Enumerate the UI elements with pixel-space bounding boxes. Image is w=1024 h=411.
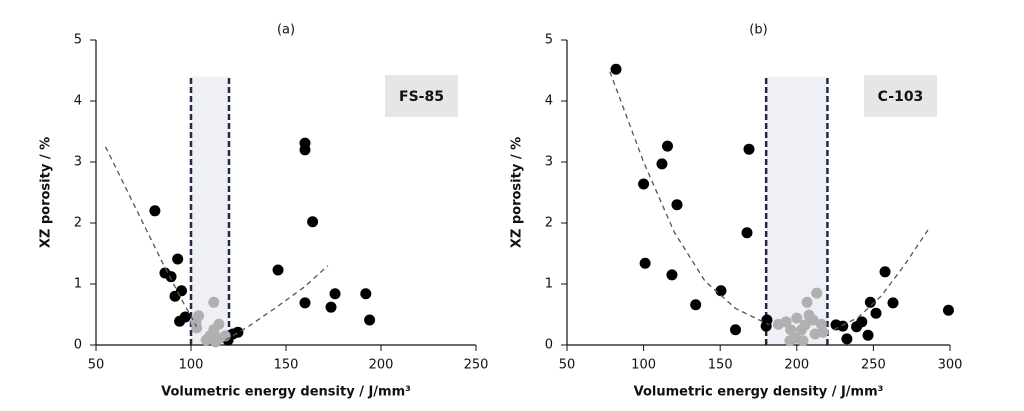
data-point [785,324,797,336]
x-tick-label: 150 [708,358,733,373]
data-point [191,322,203,334]
y-tick-label: 4 [545,94,553,109]
data-point [666,269,678,281]
data-point [149,205,161,217]
data-point [639,257,651,269]
data-point [817,326,829,338]
data-point [307,216,319,228]
data-point [862,329,874,341]
data-point [661,140,673,152]
process-window [766,76,828,345]
data-point [671,199,683,211]
y-axis-title: XZ porosity / % [39,137,54,248]
data-point [325,301,337,313]
y-tick-label: 5 [74,33,82,48]
x-tick-label: 300 [938,358,963,373]
y-tick-label: 4 [74,94,82,109]
data-point [784,335,796,347]
data-point [743,143,755,155]
data-point [887,297,899,309]
x-tick-label: 250 [861,358,886,373]
y-tick-label: 3 [545,155,553,170]
data-point [730,324,742,336]
data-point [807,314,819,326]
panel-title: (a) [277,23,295,38]
data-point [715,285,727,297]
y-tick-label: 5 [545,33,553,48]
data-point [801,296,813,308]
data-point [870,307,882,319]
data-point [811,287,823,299]
fit-line [609,71,770,326]
annotation-box [385,75,458,117]
fit-line [104,146,198,328]
data-point [610,63,622,75]
data-point [329,288,341,300]
x-tick-label: 200 [369,358,394,373]
x-tick-label: 50 [559,358,576,373]
data-point [176,285,187,297]
y-tick-label: 2 [545,216,553,231]
annotation: C-103 [878,89,924,105]
data-point [179,311,191,323]
annotation-box [864,75,937,117]
data-point [208,296,220,308]
data-point [656,158,668,170]
data-point [841,333,853,345]
x-tick-label: 100 [631,358,656,373]
data-point [299,297,311,309]
data-point [165,271,177,283]
data-point [360,288,372,300]
data-point [364,314,376,326]
data-point [791,312,803,324]
panel-title: (b) [749,23,767,38]
x-axis-title: Volumetric energy density / J/mm³ [161,385,411,400]
data-point [879,266,891,278]
y-tick-label: 0 [74,338,82,353]
data-point [797,335,809,347]
y-tick-label: 3 [74,155,82,170]
data-point [690,299,702,311]
data-point [272,264,284,276]
data-point [172,253,184,265]
y-tick-label: 1 [545,277,553,292]
x-tick-label: 250 [464,358,489,373]
fit-line [833,228,930,331]
data-point [942,304,954,316]
data-point [856,316,868,328]
y-tick-label: 0 [545,338,553,353]
data-point [638,178,650,190]
y-axis-title: XZ porosity / % [510,137,525,248]
data-point [760,320,772,332]
x-tick-label: 150 [274,358,299,373]
y-tick-label: 1 [74,277,82,292]
data-point [193,310,205,322]
x-axis-title: Volumetric energy density / J/mm³ [634,385,884,400]
x-tick-label: 50 [88,358,105,373]
data-point [213,318,225,330]
data-point [299,144,311,156]
y-tick-label: 2 [74,216,82,231]
annotation: FS-85 [399,89,444,105]
data-point [232,326,244,338]
data-point [864,296,876,308]
data-point [837,320,849,332]
x-tick-label: 100 [179,358,204,373]
x-tick-label: 200 [784,358,809,373]
data-point [741,227,753,239]
